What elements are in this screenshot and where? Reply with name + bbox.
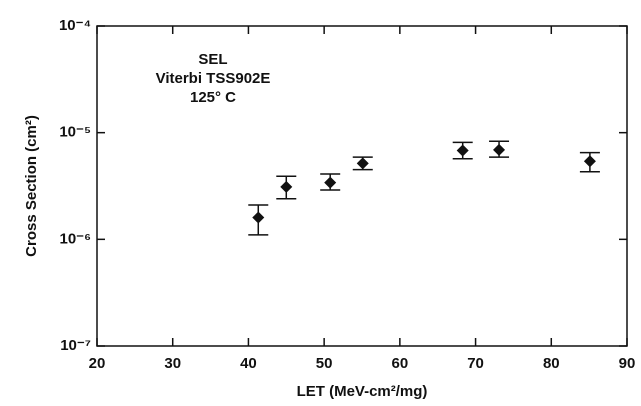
point [456,144,469,157]
x-tick-label: 60 [392,355,409,372]
x-tick-label: 90 [619,355,636,372]
point [280,180,293,193]
x-tick-label: 50 [316,355,333,372]
y-tick-label: 10⁻⁵ [59,124,91,141]
x-tick-label: 80 [543,355,560,372]
y-tick-label: 10⁻⁶ [59,230,91,247]
annotation: SEL [198,51,227,68]
point [583,155,596,168]
x-tick-label: 40 [240,355,257,372]
x-tick-label: 30 [164,355,181,372]
point [356,157,369,170]
x-axis-label: LET (MeV-cm²/mg) [297,383,428,400]
y-tick-label: 10⁻⁴ [59,17,91,34]
y-axis-label: Cross Section (cm²) [23,115,40,257]
x-tick-label: 70 [467,355,484,372]
annotation: 125° C [190,89,236,106]
plot-frame [96,25,628,347]
point [324,176,337,189]
point [493,143,506,156]
annotation: Viterbi TSS902E [156,70,271,87]
x-tick-label: 20 [89,355,106,372]
y-tick-label: 10⁻⁷ [60,337,91,354]
point [252,211,265,224]
